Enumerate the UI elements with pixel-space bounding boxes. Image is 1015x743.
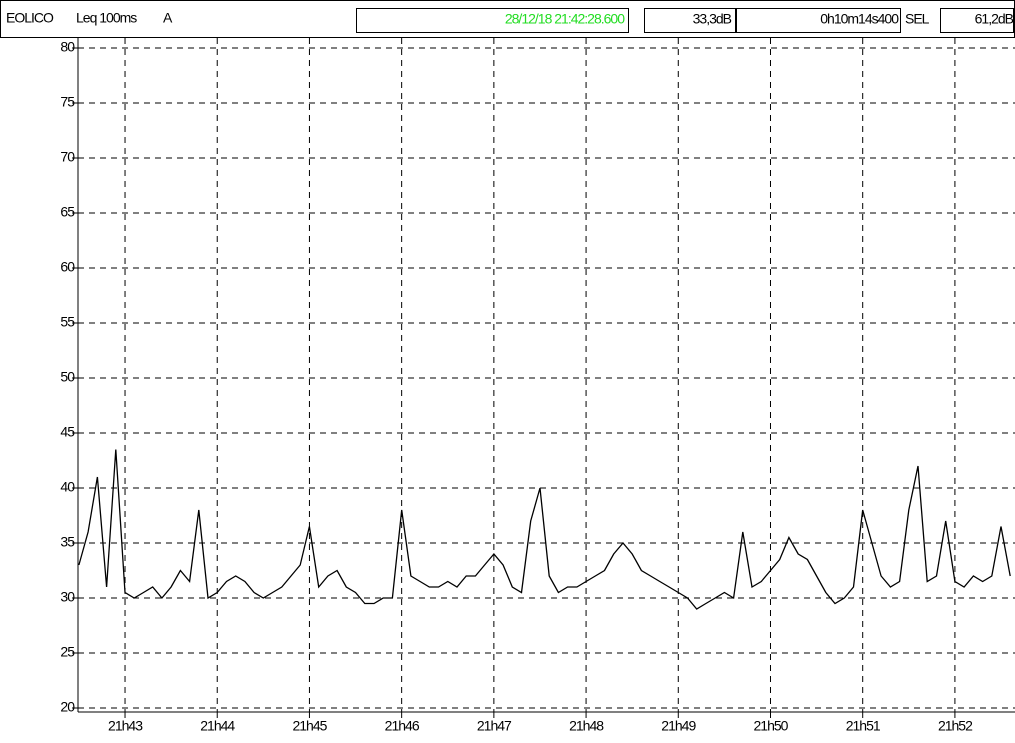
y-tick-label: 65 [60,204,75,220]
y-tick-label: 40 [60,479,75,495]
x-tick-label: 21h51 [846,718,881,734]
sel-label: SEL [905,11,930,27]
cursor-time: 28/12/18 21:42:28.600 [505,11,625,27]
y-tick-label: 25 [60,644,75,660]
x-tick-label: 21h50 [754,718,789,734]
x-tick-label: 21h52 [938,718,973,734]
sel-value: 61,2dB [975,11,1014,27]
y-tick-label: 70 [60,149,75,165]
weighting: A [163,10,173,26]
cursor-value: 33,3dB [693,11,732,27]
x-tick-label: 21h43 [108,718,143,734]
y-tick-label: 60 [60,259,75,275]
x-tick-label: 21h47 [477,718,512,734]
y-tick-label: 50 [60,369,75,385]
duration-box [736,8,901,33]
duration: 0h10m14s400 [820,11,899,27]
x-tick-label: 21h49 [661,718,696,734]
y-tick-label: 75 [60,94,75,110]
x-tick-label: 21h46 [385,718,420,734]
y-tick-label: 20 [60,699,75,715]
channel: EOLICO [6,10,54,26]
y-tick-label: 80 [60,39,75,55]
data-line [78,449,1011,610]
y-tick-label: 30 [60,589,75,605]
x-tick-label: 21h48 [569,718,604,734]
sel-box [940,8,1014,33]
x-tick-label: 21h44 [200,718,235,734]
value-box [644,8,736,33]
mode: Leq 100ms [76,10,137,26]
time-box [356,8,629,33]
y-tick-label: 55 [60,314,75,330]
y-tick-label: 45 [60,424,75,440]
y-tick-label: 35 [60,534,75,550]
x-tick-label: 21h45 [292,718,327,734]
